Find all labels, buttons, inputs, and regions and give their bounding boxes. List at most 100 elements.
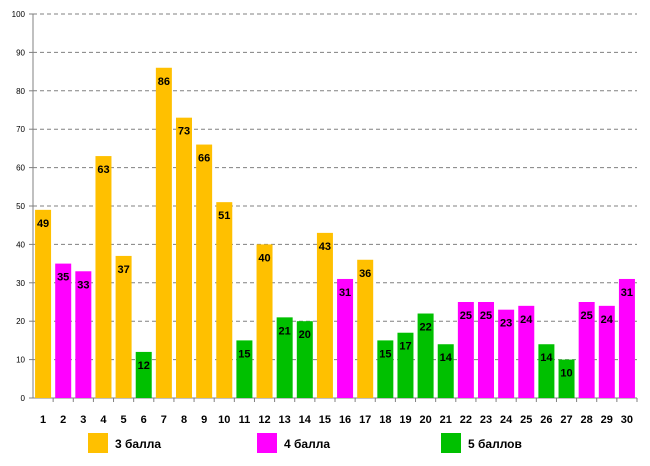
bar-24 xyxy=(498,309,515,398)
bar-20 xyxy=(417,313,434,398)
x-tick-label-23: 23 xyxy=(480,414,492,426)
bar-15 xyxy=(316,232,333,398)
y-tick-label-40: 40 xyxy=(16,240,25,249)
x-tick-label-11: 11 xyxy=(239,414,251,426)
data-label-21: 14 xyxy=(440,352,453,364)
x-tick-label-27: 27 xyxy=(560,414,572,426)
legend-label-5: 5 баллов xyxy=(468,437,522,451)
data-label-29: 24 xyxy=(601,314,614,326)
x-tick-label-25: 25 xyxy=(520,414,532,426)
x-tick-label-17: 17 xyxy=(359,414,371,426)
data-label-19: 17 xyxy=(399,341,411,353)
y-tick-label-70: 70 xyxy=(16,125,25,134)
data-label-28: 25 xyxy=(581,310,593,322)
data-label-3: 33 xyxy=(77,279,89,291)
bar-23 xyxy=(478,302,494,398)
x-tick-label-8: 8 xyxy=(181,414,187,426)
bar-2 xyxy=(55,263,72,398)
grid-lines xyxy=(33,13,637,361)
y-tick-label-60: 60 xyxy=(16,164,25,173)
legend-swatch-5 xyxy=(441,433,461,453)
bar-1 xyxy=(35,209,52,398)
bar-29 xyxy=(598,305,615,398)
data-label-2: 35 xyxy=(57,272,69,284)
legend-label-3: 3 балла xyxy=(115,437,161,451)
bars xyxy=(35,67,635,399)
bar-5 xyxy=(115,255,132,398)
bar-7 xyxy=(155,67,172,398)
y-tick-label-80: 80 xyxy=(16,87,25,96)
data-label-16: 31 xyxy=(339,287,351,299)
bar-9 xyxy=(196,144,213,398)
data-label-10: 51 xyxy=(218,210,230,222)
data-label-24: 23 xyxy=(500,318,512,330)
x-tick-label-30: 30 xyxy=(621,414,633,426)
data-label-4: 63 xyxy=(97,164,109,176)
x-tick-label-18: 18 xyxy=(379,414,391,426)
bar-25 xyxy=(518,305,535,398)
legend-label-4: 4 балла xyxy=(284,437,330,451)
x-tick-label-2: 2 xyxy=(60,414,66,426)
x-tick-label-20: 20 xyxy=(419,414,431,426)
bar-30 xyxy=(618,278,635,398)
bar-21 xyxy=(437,344,454,398)
y-tick-label-90: 90 xyxy=(16,48,25,57)
bar-6 xyxy=(135,351,152,398)
bar-4 xyxy=(95,156,112,398)
data-label-14: 20 xyxy=(299,329,311,341)
x-tick-label-22: 22 xyxy=(460,414,472,426)
bar-17 xyxy=(357,259,374,398)
x-tick-label-7: 7 xyxy=(161,414,167,426)
x-tick-label-21: 21 xyxy=(440,414,452,426)
x-tick-label-4: 4 xyxy=(100,414,107,426)
legend: 3 балла 4 балла 5 баллов xyxy=(88,433,522,453)
bar-8 xyxy=(176,117,192,399)
data-label-20: 22 xyxy=(419,322,431,334)
data-label-11: 15 xyxy=(238,348,250,360)
y-tick-label-100: 100 xyxy=(12,10,26,19)
x-tick-label-15: 15 xyxy=(319,414,331,426)
data-label-5: 37 xyxy=(117,264,129,276)
data-labels: 49 35 33 63 37 12 86 73 66 51 15 40 21 20 43 31 36 15 17 22… xyxy=(37,76,633,380)
x-tick-label-16: 16 xyxy=(339,414,351,426)
bar-28 xyxy=(578,302,595,398)
data-label-30: 31 xyxy=(621,287,633,299)
x-tick-label-19: 19 xyxy=(399,414,411,426)
bar-18 xyxy=(377,340,394,398)
y-tick-label-10: 10 xyxy=(16,356,25,365)
data-label-23: 25 xyxy=(480,310,492,322)
bar-16 xyxy=(337,278,354,398)
x-tick-label-29: 29 xyxy=(601,414,613,426)
data-label-7: 86 xyxy=(158,76,170,88)
data-label-9: 66 xyxy=(198,153,210,165)
bar-3 xyxy=(75,271,92,398)
data-label-27: 10 xyxy=(560,368,572,380)
data-label-25: 24 xyxy=(520,314,533,326)
x-tick-label-26: 26 xyxy=(540,414,552,426)
data-label-12: 40 xyxy=(258,252,270,264)
bar-27 xyxy=(558,359,575,398)
y-tick-label-30: 30 xyxy=(16,279,25,288)
x-tick-label-5: 5 xyxy=(121,414,127,426)
data-label-1: 49 xyxy=(37,218,49,230)
y-tick-label-20: 20 xyxy=(16,317,25,326)
x-tick-label-10: 10 xyxy=(218,414,230,426)
bar-26 xyxy=(538,344,555,398)
x-tick-label-13: 13 xyxy=(279,414,291,426)
x-tick-label-9: 9 xyxy=(201,414,207,426)
x-tick-label-3: 3 xyxy=(80,414,86,426)
y-tick-label-0: 0 xyxy=(21,394,26,403)
x-tick-label-1: 1 xyxy=(40,414,46,426)
data-label-8: 73 xyxy=(178,126,190,138)
y-tick-label-50: 50 xyxy=(16,202,25,211)
bar-11 xyxy=(236,340,253,398)
x-tick-label-14: 14 xyxy=(299,414,312,426)
x-tick-label-28: 28 xyxy=(581,414,593,426)
data-label-17: 36 xyxy=(359,268,371,280)
data-label-26: 14 xyxy=(540,352,553,364)
x-tick-label-6: 6 xyxy=(141,414,147,426)
legend-swatch-3 xyxy=(88,433,108,453)
bar-22 xyxy=(457,302,474,398)
